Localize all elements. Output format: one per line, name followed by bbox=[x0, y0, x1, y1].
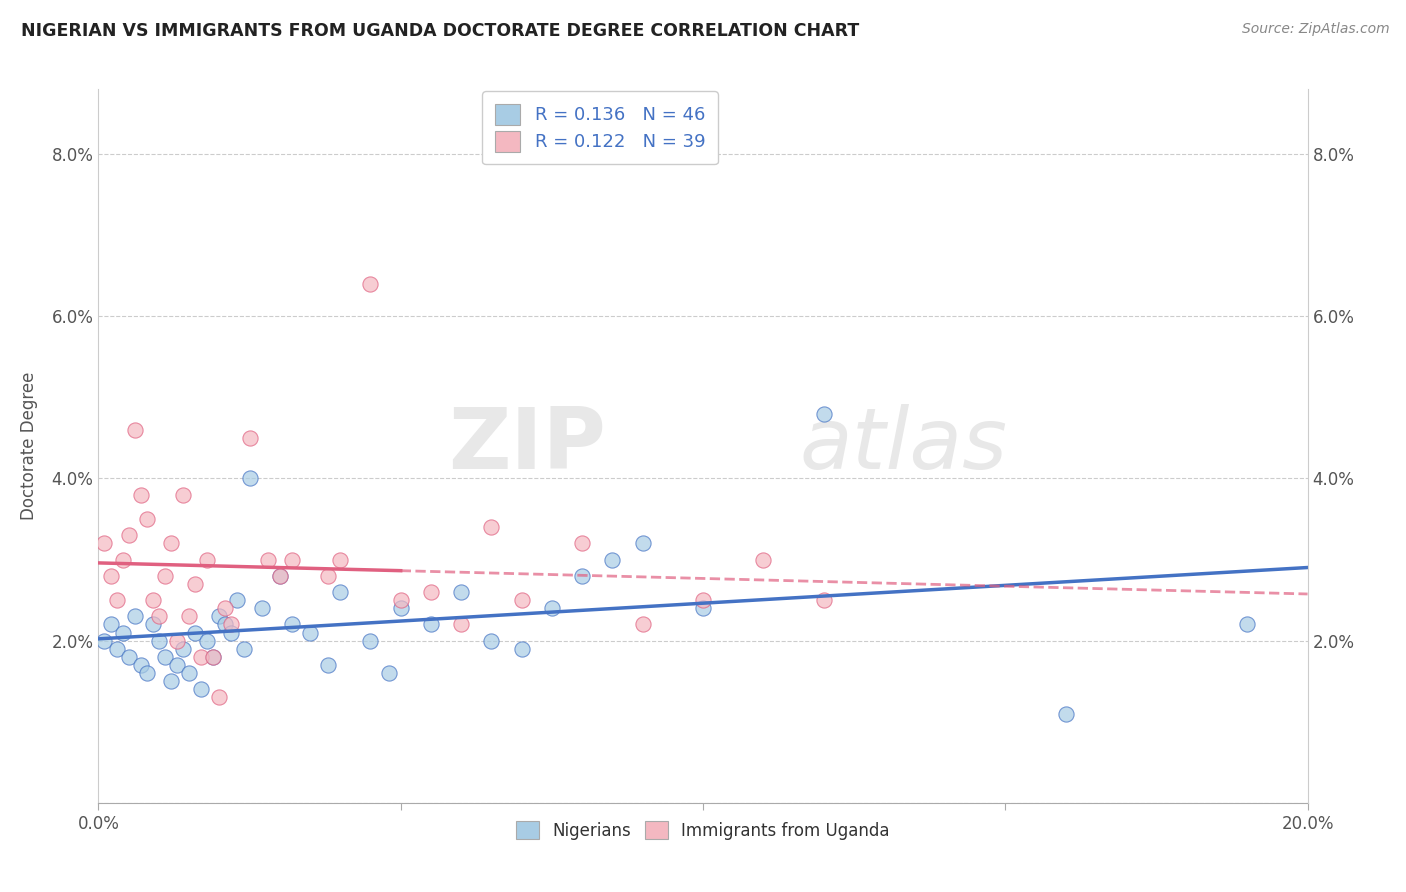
Point bbox=[602, 552, 624, 566]
Point bbox=[172, 641, 194, 656]
Point bbox=[184, 625, 207, 640]
Point bbox=[100, 568, 122, 582]
Point bbox=[124, 423, 146, 437]
Point bbox=[172, 488, 194, 502]
Point bbox=[377, 666, 399, 681]
Point bbox=[481, 633, 503, 648]
Point bbox=[148, 609, 170, 624]
Point bbox=[153, 649, 176, 664]
Point bbox=[190, 682, 212, 697]
Point bbox=[692, 593, 714, 607]
Point bbox=[281, 552, 304, 566]
Point bbox=[281, 617, 304, 632]
Point bbox=[752, 552, 775, 566]
Y-axis label: Doctorate Degree: Doctorate Degree bbox=[20, 372, 38, 520]
Point bbox=[269, 568, 291, 582]
Point bbox=[118, 528, 141, 542]
Point bbox=[124, 609, 146, 624]
Text: NIGERIAN VS IMMIGRANTS FROM UGANDA DOCTORATE DEGREE CORRELATION CHART: NIGERIAN VS IMMIGRANTS FROM UGANDA DOCTO… bbox=[21, 22, 859, 40]
Point bbox=[692, 601, 714, 615]
Point bbox=[510, 593, 533, 607]
Point bbox=[166, 657, 188, 672]
Point bbox=[166, 633, 188, 648]
Point bbox=[316, 568, 339, 582]
Point bbox=[221, 625, 243, 640]
Point bbox=[239, 431, 262, 445]
Point bbox=[129, 488, 152, 502]
Point bbox=[239, 471, 262, 485]
Point bbox=[813, 593, 835, 607]
Point bbox=[299, 625, 322, 640]
Point bbox=[208, 690, 231, 705]
Point bbox=[389, 593, 412, 607]
Point bbox=[148, 633, 170, 648]
Point bbox=[179, 666, 201, 681]
Point bbox=[221, 617, 243, 632]
Point bbox=[420, 617, 443, 632]
Point bbox=[256, 552, 278, 566]
Point bbox=[232, 641, 254, 656]
Point bbox=[195, 552, 218, 566]
Point bbox=[510, 641, 533, 656]
Point bbox=[153, 568, 176, 582]
Point bbox=[184, 577, 207, 591]
Text: Source: ZipAtlas.com: Source: ZipAtlas.com bbox=[1241, 22, 1389, 37]
Point bbox=[208, 609, 231, 624]
Point bbox=[389, 601, 412, 615]
Point bbox=[135, 666, 157, 681]
Point bbox=[111, 552, 134, 566]
Point bbox=[190, 649, 212, 664]
Point bbox=[214, 601, 236, 615]
Point bbox=[571, 568, 593, 582]
Point bbox=[329, 585, 352, 599]
Text: ZIP: ZIP bbox=[449, 404, 606, 488]
Point bbox=[105, 641, 128, 656]
Point bbox=[360, 277, 382, 291]
Point bbox=[135, 512, 157, 526]
Point bbox=[571, 536, 593, 550]
Point bbox=[540, 601, 562, 615]
Legend: Nigerians, Immigrants from Uganda: Nigerians, Immigrants from Uganda bbox=[508, 814, 898, 848]
Point bbox=[360, 633, 382, 648]
Point bbox=[93, 536, 115, 550]
Point bbox=[129, 657, 152, 672]
Point bbox=[214, 617, 236, 632]
Point bbox=[118, 649, 141, 664]
Point bbox=[142, 593, 165, 607]
Point bbox=[631, 536, 654, 550]
Point bbox=[179, 609, 201, 624]
Point bbox=[111, 625, 134, 640]
Point bbox=[450, 617, 472, 632]
Point bbox=[195, 633, 218, 648]
Point bbox=[202, 649, 225, 664]
Point bbox=[631, 617, 654, 632]
Point bbox=[226, 593, 249, 607]
Point bbox=[481, 520, 503, 534]
Point bbox=[93, 633, 115, 648]
Point bbox=[202, 649, 225, 664]
Point bbox=[329, 552, 352, 566]
Point bbox=[105, 593, 128, 607]
Point bbox=[1236, 617, 1258, 632]
Point bbox=[1054, 706, 1077, 721]
Text: atlas: atlas bbox=[800, 404, 1008, 488]
Point bbox=[813, 407, 835, 421]
Point bbox=[269, 568, 291, 582]
Point bbox=[160, 674, 183, 689]
Point bbox=[316, 657, 339, 672]
Point bbox=[142, 617, 165, 632]
Point bbox=[250, 601, 273, 615]
Point bbox=[100, 617, 122, 632]
Point bbox=[420, 585, 443, 599]
Point bbox=[160, 536, 183, 550]
Point bbox=[450, 585, 472, 599]
